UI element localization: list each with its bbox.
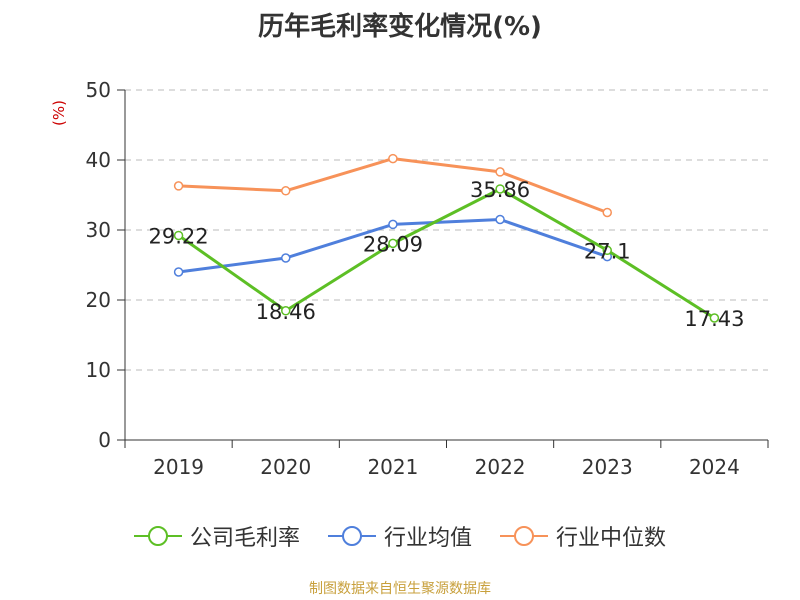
y-tick-label: 10 xyxy=(86,358,111,382)
data-label: 29.22 xyxy=(149,224,209,248)
legend-label: 行业均值 xyxy=(383,526,472,551)
data-point xyxy=(495,184,505,194)
data-point xyxy=(173,230,184,241)
legend-label: 公司毛利率 xyxy=(189,526,300,551)
y-tick-label: 40 xyxy=(86,148,111,172)
data-point xyxy=(602,245,612,256)
legend-marker-icon xyxy=(133,526,182,546)
y-tick-label: 30 xyxy=(86,218,111,242)
legend-item[interactable]: 行业中位数 xyxy=(500,520,666,552)
legend-item[interactable]: 行业均值 xyxy=(327,520,472,552)
data-label: 18.46 xyxy=(256,300,316,324)
data-point xyxy=(495,214,505,225)
data-label: 17.43 xyxy=(684,307,744,331)
data-point xyxy=(173,181,184,191)
legend-marker-icon xyxy=(327,526,376,546)
legend-marker-icon xyxy=(500,526,548,546)
y-tick-label: 20 xyxy=(86,288,111,312)
chart-title: 历年毛利率变化情况(%) xyxy=(258,12,542,42)
data-point xyxy=(281,186,291,196)
x-tick-label: 2023 xyxy=(582,455,633,479)
legend-item[interactable]: 公司毛利率 xyxy=(133,520,300,552)
data-point xyxy=(709,313,720,323)
data-point xyxy=(281,253,291,263)
data-label: 28.09 xyxy=(363,232,423,256)
legend-label: 行业中位数 xyxy=(556,526,667,551)
data-point xyxy=(281,306,291,316)
y-tick-label: 0 xyxy=(98,428,111,452)
series-line xyxy=(178,157,608,214)
data-point xyxy=(495,167,505,177)
x-tick-label: 2024 xyxy=(689,455,740,479)
data-label: 27.1 xyxy=(584,239,631,263)
x-tick-label: 2019 xyxy=(153,455,204,479)
x-tick-label: 2020 xyxy=(260,455,311,479)
series-line xyxy=(177,187,716,320)
data-point xyxy=(388,153,398,164)
x-tick-label: 2022 xyxy=(475,455,526,479)
legend: 公司毛利率 行业均值 行业中位数 xyxy=(0,520,800,552)
y-tick-label: 50 xyxy=(86,78,111,102)
data-label: 35.86 xyxy=(470,178,530,202)
x-tick-label: 2021 xyxy=(367,455,418,479)
data-point xyxy=(388,238,398,249)
data-point xyxy=(602,207,612,218)
source-note: 制图数据来自恒生聚源数据库 xyxy=(309,581,491,597)
data-point xyxy=(173,267,184,277)
data-point xyxy=(388,219,398,230)
